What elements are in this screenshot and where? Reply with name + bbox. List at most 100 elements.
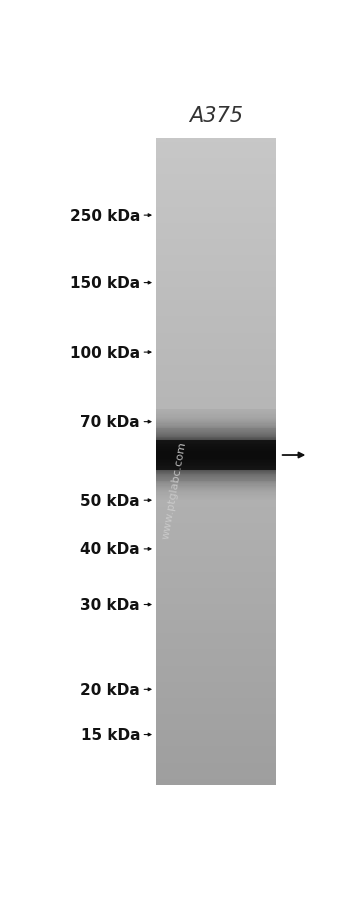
- Bar: [156, 452, 276, 456]
- Bar: [156, 391, 276, 395]
- Bar: [156, 149, 276, 152]
- Bar: [156, 419, 276, 421]
- Bar: [156, 473, 276, 474]
- Bar: [156, 468, 276, 470]
- Bar: [156, 339, 276, 343]
- Bar: [156, 410, 276, 414]
- Bar: [156, 441, 276, 443]
- Bar: [156, 520, 276, 524]
- Bar: [156, 440, 276, 441]
- Bar: [156, 171, 276, 175]
- Bar: [156, 219, 276, 224]
- Bar: [156, 433, 276, 435]
- Bar: [156, 255, 276, 259]
- Bar: [156, 685, 276, 688]
- Bar: [156, 503, 276, 508]
- Bar: [156, 142, 276, 146]
- Bar: [156, 627, 276, 630]
- Bar: [156, 333, 276, 336]
- Bar: [156, 418, 276, 419]
- Bar: [156, 288, 276, 291]
- Bar: [156, 467, 276, 469]
- Bar: [156, 575, 276, 579]
- Bar: [156, 178, 276, 181]
- Bar: [156, 449, 276, 451]
- Bar: [156, 480, 276, 482]
- Bar: [156, 778, 276, 782]
- Bar: [156, 329, 276, 333]
- Bar: [156, 750, 276, 753]
- Bar: [156, 511, 276, 514]
- Bar: [156, 436, 276, 437]
- Bar: [156, 473, 276, 474]
- Bar: [156, 465, 276, 467]
- Bar: [156, 372, 276, 375]
- Bar: [156, 245, 276, 249]
- Bar: [156, 701, 276, 704]
- Bar: [156, 568, 276, 572]
- Bar: [156, 239, 276, 243]
- Bar: [156, 442, 276, 443]
- Bar: [156, 707, 276, 711]
- Bar: [156, 477, 276, 478]
- Bar: [156, 736, 276, 741]
- Bar: [156, 459, 276, 461]
- Bar: [156, 274, 276, 279]
- Bar: [156, 491, 276, 495]
- Bar: [156, 533, 276, 537]
- Bar: [156, 428, 276, 430]
- Bar: [156, 497, 276, 502]
- Bar: [156, 489, 276, 491]
- Bar: [156, 272, 276, 275]
- Bar: [156, 457, 276, 459]
- Bar: [156, 428, 276, 429]
- Bar: [156, 613, 276, 618]
- Text: 250 kDa: 250 kDa: [70, 208, 140, 224]
- Bar: [156, 428, 276, 430]
- Bar: [156, 419, 276, 424]
- Bar: [156, 472, 276, 475]
- Bar: [156, 483, 276, 485]
- Bar: [156, 477, 276, 479]
- Bar: [156, 415, 276, 417]
- Bar: [156, 756, 276, 759]
- Bar: [156, 294, 276, 298]
- Bar: [156, 458, 276, 460]
- Bar: [156, 358, 276, 363]
- Bar: [156, 478, 276, 479]
- Bar: [156, 323, 276, 327]
- Bar: [156, 252, 276, 256]
- Bar: [156, 695, 276, 698]
- Bar: [156, 453, 276, 455]
- Bar: [156, 678, 276, 682]
- Bar: [156, 472, 276, 474]
- Bar: [156, 432, 276, 434]
- Bar: [156, 450, 276, 452]
- Bar: [156, 772, 276, 776]
- Bar: [156, 484, 276, 488]
- Bar: [156, 431, 276, 433]
- Text: 100 kDa: 100 kDa: [70, 345, 140, 360]
- Bar: [156, 759, 276, 763]
- Bar: [156, 454, 276, 456]
- Bar: [156, 658, 276, 663]
- Bar: [156, 675, 276, 679]
- Bar: [156, 365, 276, 369]
- Bar: [156, 158, 276, 162]
- Bar: [156, 413, 276, 415]
- Text: 20 kDa: 20 kDa: [80, 682, 140, 697]
- Bar: [156, 474, 276, 479]
- Bar: [156, 290, 276, 295]
- Bar: [156, 434, 276, 436]
- Bar: [156, 203, 276, 207]
- Bar: [156, 466, 276, 468]
- Bar: [156, 423, 276, 427]
- Bar: [156, 430, 276, 432]
- Bar: [156, 456, 276, 458]
- Bar: [156, 435, 276, 437]
- Bar: [156, 300, 276, 304]
- Bar: [156, 419, 276, 420]
- Bar: [156, 467, 276, 469]
- Bar: [156, 588, 276, 592]
- Bar: [156, 235, 276, 240]
